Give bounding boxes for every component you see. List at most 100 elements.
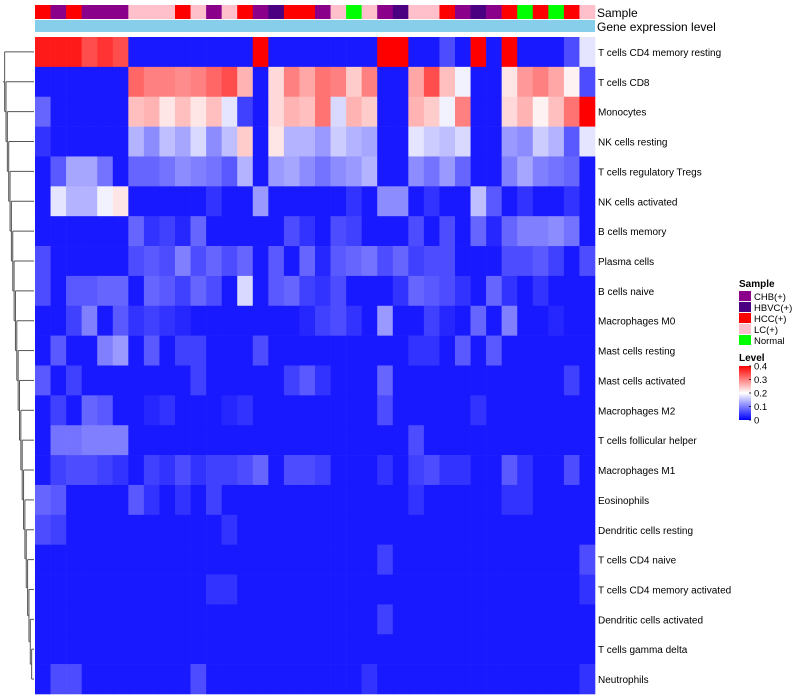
heatmap-cell (66, 335, 82, 366)
heatmap-cell (128, 96, 145, 127)
heatmap-cell (50, 37, 67, 68)
sample-annotation-cell (361, 5, 378, 19)
heatmap-cell (346, 96, 362, 127)
heatmap-cell (221, 66, 238, 98)
heatmap-cell (423, 66, 440, 98)
heatmap-cell (470, 634, 487, 665)
heatmap-cell (501, 37, 518, 68)
heatmap-cell (501, 126, 518, 157)
heatmap-cell (66, 514, 82, 545)
heatmap-cell (563, 395, 580, 426)
heatmap-cell (35, 395, 51, 426)
sample-annotation-cell (112, 5, 129, 19)
heatmap-cell (439, 275, 456, 307)
heatmap-cell (548, 66, 565, 98)
heatmap-cell (517, 484, 534, 516)
heatmap-cell (579, 604, 596, 635)
heatmap-cell (470, 335, 487, 366)
heatmap-cell (579, 365, 596, 396)
heatmap-cell (330, 126, 347, 157)
heatmap-cell (501, 66, 518, 98)
heatmap-cell (517, 395, 534, 426)
heatmap-cell (112, 66, 129, 98)
heatmap-cell (455, 156, 471, 187)
heatmap-cell (423, 156, 440, 187)
heatmap-cell (81, 186, 98, 217)
heatmap-cell (455, 335, 471, 366)
heatmap-cell (35, 156, 51, 187)
row-label: T cells gamma delta (598, 645, 688, 656)
heatmap-cell (299, 66, 316, 98)
heatmap-cell (206, 37, 222, 68)
heatmap-cell (66, 604, 82, 635)
heatmap-cell (470, 156, 487, 187)
heatmap-cell (112, 335, 129, 366)
heatmap-cell (283, 425, 300, 456)
heatmap-cell (361, 664, 378, 695)
heatmap-cell (206, 395, 222, 426)
heatmap-cell (268, 455, 285, 486)
heatmap-cell (501, 634, 518, 665)
heatmap-cell (346, 275, 362, 307)
heatmap-cell (112, 37, 129, 68)
heatmap-cell (486, 514, 502, 545)
heatmap-cell (361, 455, 378, 486)
heatmap-cell (268, 275, 285, 307)
heatmap-cell (501, 335, 518, 366)
row-label: Macrophages M0 (598, 317, 676, 328)
heatmap-cell (81, 604, 98, 635)
heatmap-cell (470, 604, 487, 635)
heatmap-cell (377, 365, 394, 396)
heatmap-cell (439, 126, 456, 157)
heatmap-cell (143, 544, 160, 575)
heatmap-cell (190, 425, 207, 456)
heatmap-cell (486, 37, 502, 68)
heatmap-cell (517, 216, 534, 247)
heatmap-cell (408, 634, 425, 665)
heatmap-cell (455, 365, 471, 396)
heatmap-cell (190, 604, 207, 635)
heatmap-cell (175, 216, 191, 247)
heatmap-cell (330, 574, 347, 605)
heatmap-cell (423, 37, 440, 68)
sample-annotation-cell (532, 5, 549, 19)
heatmap-cell (283, 156, 300, 187)
heatmap-cell (532, 335, 549, 366)
heatmap-cell (81, 275, 98, 307)
sample-annotation-cell (252, 5, 269, 19)
heatmap-cell (159, 216, 176, 247)
heatmap-cell (128, 126, 145, 157)
heatmap-cell (361, 216, 378, 247)
heatmap-cell (221, 96, 238, 127)
heatmap-cell (330, 604, 347, 635)
heatmap-cell (532, 96, 549, 127)
heatmap-cell (563, 634, 580, 665)
heatmap-cell (501, 574, 518, 605)
heatmap-cell (392, 514, 409, 545)
heatmap-cell (408, 574, 425, 605)
heatmap-cell (486, 305, 502, 336)
heatmap-cell (361, 604, 378, 635)
heatmap-cell (532, 305, 549, 336)
heatmap-cell (563, 275, 580, 307)
heatmap-cell (252, 246, 269, 277)
heatmap-cell (206, 484, 222, 516)
heatmap-cell (361, 66, 378, 98)
heatmap-cell (159, 186, 176, 217)
heatmap-cell (237, 455, 254, 486)
heatmap-cell (50, 544, 67, 575)
heatmap-cell (470, 305, 487, 336)
heatmap-cell (50, 455, 67, 486)
gene-expression-track-bar (35, 20, 595, 32)
heatmap-cell (268, 96, 285, 127)
heatmap-cell (408, 514, 425, 545)
heatmap-cell (159, 335, 176, 366)
heatmap-cell (315, 156, 331, 187)
heatmap-cell (50, 246, 67, 277)
heatmap-cell (439, 395, 456, 426)
heatmap-cell (470, 126, 487, 157)
heatmap-cell (330, 37, 347, 68)
heatmap-cell (159, 37, 176, 68)
heatmap-cell (268, 305, 285, 336)
row-label: NK cells resting (598, 138, 667, 149)
